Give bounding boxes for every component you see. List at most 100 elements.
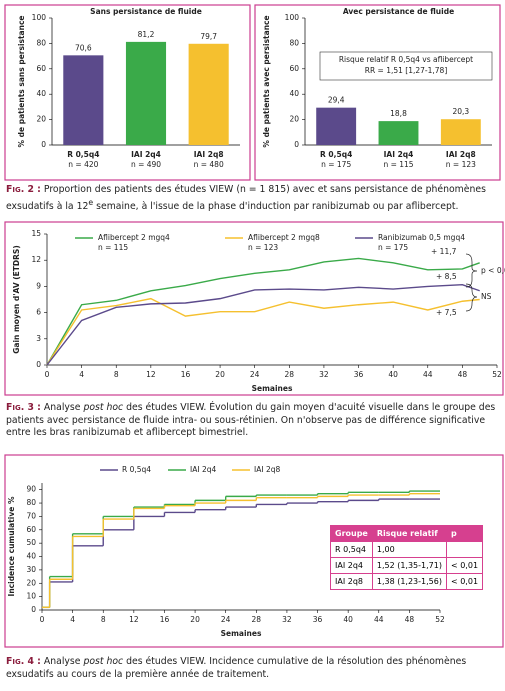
- x-tick-label: 4: [79, 370, 84, 379]
- x-tick-label: 4: [70, 615, 75, 624]
- annotation: Risque relatif R 0,5q4 vs aflibercept: [339, 55, 473, 64]
- legend-label: IAI 2q8: [254, 465, 280, 474]
- y-tick-label: 12: [31, 255, 41, 264]
- x-tick-label: 8: [101, 615, 106, 624]
- table-cell: 1,38 (1,23-1,56): [371, 573, 447, 590]
- y-tick-label: 40: [26, 552, 36, 561]
- value-label: 18,8: [390, 109, 407, 118]
- caption-text: e: [88, 197, 94, 207]
- category-label: R 0,5q4: [320, 150, 352, 159]
- caption-text: Analyse: [43, 402, 84, 413]
- table-row: IAI 2q4 1,52 (1,35-1,71) < 0,01: [330, 557, 484, 574]
- category-note: n = 115: [383, 160, 413, 169]
- x-tick-label: 52: [435, 615, 445, 624]
- x-tick-label: 0: [40, 615, 45, 624]
- x-tick-label: 32: [282, 615, 292, 624]
- caption: Fig. 2 : Proportion des patients des étu…: [6, 184, 500, 213]
- chart-title: Avec persistance de fluide: [343, 7, 454, 16]
- y-tick-label: 30: [26, 565, 36, 574]
- annotation: + 7,5: [436, 308, 457, 317]
- category-note: n = 123: [446, 160, 476, 169]
- category-label: R 0,5q4: [67, 150, 99, 159]
- caption: Fig. 4 : Analyse post hoc des études VIE…: [6, 656, 500, 681]
- y-axis-title: % de patients sans persistance: [17, 16, 26, 148]
- x-tick-label: 16: [160, 615, 170, 624]
- x-tick-label: 36: [313, 615, 323, 624]
- legend-note: n = 175: [378, 243, 408, 252]
- x-tick-label: 0: [45, 370, 50, 379]
- caption: Fig. 3 : Analyse post hoc des études VIE…: [6, 402, 500, 440]
- y-tick-label: 0: [36, 360, 41, 369]
- y-tick-label: 20: [289, 115, 299, 124]
- chart: Avec persistance de fluide % de patients …: [254, 4, 501, 181]
- table-cell: < 0,01: [445, 557, 484, 574]
- table-cell: IAI 2q4: [330, 557, 373, 574]
- y-tick-label: 80: [36, 38, 46, 47]
- y-tick-label: 6: [36, 308, 41, 317]
- results-table: Groupe Risque relatif p R 0,5q4 1,00 IAI 2q4 1…: [330, 525, 484, 590]
- annotation: p < 0,05: [481, 266, 505, 275]
- legend-label: Ranibizumab 0,5 mgq4: [378, 233, 465, 242]
- x-tick-label: 40: [343, 615, 353, 624]
- bar: [188, 43, 229, 145]
- caption-text: post hoc: [83, 656, 124, 667]
- x-tick-label: 48: [458, 370, 468, 379]
- bar: [440, 119, 481, 145]
- value-label: 79,7: [200, 32, 217, 41]
- y-tick-label: 40: [289, 89, 299, 98]
- table-cell: 1,52 (1,35-1,71): [371, 557, 447, 574]
- x-tick-label: 20: [190, 615, 200, 624]
- y-tick-label: 40: [36, 89, 46, 98]
- header-cell: p: [445, 525, 484, 542]
- y-tick-label: 15: [31, 229, 41, 238]
- line: [46, 297, 480, 366]
- value-label: 70,6: [75, 43, 92, 52]
- x-tick-label: 12: [129, 615, 139, 624]
- frame: [4, 221, 504, 396]
- brace: [465, 283, 478, 312]
- annotation-box: [319, 51, 493, 81]
- x-tick-label: 36: [354, 370, 364, 379]
- frame: [254, 4, 501, 181]
- x-tick-label: 24: [221, 615, 231, 624]
- annotation: + 8,5: [436, 272, 457, 281]
- table-cell: [445, 541, 484, 558]
- category-note: n = 175: [321, 160, 351, 169]
- caption-text: des études VIEW. Évolution du gain moyen…: [6, 402, 496, 438]
- y-tick-label: 100: [32, 13, 47, 22]
- x-tick-label: 24: [250, 370, 260, 379]
- x-tick-label: 16: [181, 370, 191, 379]
- frame: [4, 454, 504, 648]
- category-label: IAI 2q4: [131, 150, 161, 159]
- bar: [125, 41, 167, 145]
- bar: [316, 107, 357, 145]
- table-cell: < 0,01: [445, 573, 484, 590]
- caption-label: Fig. 2 :: [6, 184, 41, 195]
- y-tick-label: 0: [294, 140, 299, 149]
- x-tick-label: 28: [285, 370, 295, 379]
- legend-label: Aflibercept 2 mgq8: [248, 233, 320, 242]
- y-tick-label: 60: [36, 64, 46, 73]
- x-axis-title: Semaines: [221, 629, 262, 638]
- x-tick-label: 28: [252, 615, 262, 624]
- table-cell: R 0,5q4: [330, 541, 373, 558]
- caption-text: post hoc: [83, 402, 124, 413]
- table-row: IAI 2q8 1,38 (1,23-1,56) < 0,01: [330, 573, 484, 590]
- y-tick-label: 50: [26, 538, 36, 547]
- annotation: + 11,7: [431, 247, 457, 256]
- y-tick-label: 10: [26, 592, 36, 601]
- y-tick-label: 70: [26, 511, 36, 520]
- annotation: RR = 1,51 [1,27-1,78]: [365, 66, 448, 75]
- category-label: IAI 2q8: [446, 150, 476, 159]
- y-tick-label: 0: [41, 140, 46, 149]
- y-tick-label: 0: [31, 605, 36, 614]
- header-cell: Risque relatif: [371, 525, 447, 542]
- line: [46, 257, 480, 366]
- x-tick-label: 40: [388, 370, 398, 379]
- bar: [378, 121, 419, 145]
- value-label: 29,4: [328, 96, 345, 105]
- x-tick-label: 44: [374, 615, 384, 624]
- legend-note: n = 115: [98, 243, 128, 252]
